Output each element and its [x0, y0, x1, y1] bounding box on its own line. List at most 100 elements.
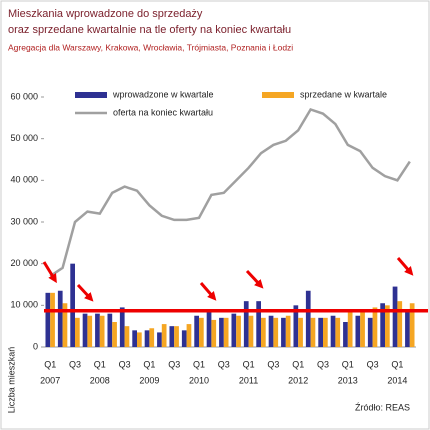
bar	[372, 307, 378, 347]
bar	[199, 317, 204, 347]
y-tick-label: 0	[33, 341, 38, 351]
bar	[310, 317, 316, 347]
bar	[405, 309, 410, 347]
y-tick-label: 40 000	[10, 175, 38, 185]
legend-label: oferta na koniec kwartału	[113, 107, 213, 117]
bar	[392, 286, 398, 347]
bar	[169, 326, 175, 347]
year-label: 2012	[288, 375, 308, 385]
year-label: 2011	[239, 375, 258, 385]
bar	[186, 324, 192, 347]
bar	[124, 326, 130, 347]
y-axis-label: Liczba mieszkań	[6, 347, 16, 414]
x-tick-label: Q3	[119, 359, 131, 369]
chart-subtitle: Agregacja dla Warszawy, Krakowa, Wrocław…	[8, 42, 293, 52]
bar	[343, 322, 348, 347]
bar	[293, 305, 299, 347]
bar	[157, 332, 162, 347]
bar	[305, 290, 311, 347]
source: Źródło: REAS	[355, 402, 410, 412]
bar	[285, 315, 291, 347]
bar	[144, 330, 150, 347]
x-tick-label: Q1	[342, 359, 354, 369]
x-tick-label: Q1	[391, 359, 403, 369]
x-tick-label: Q1	[44, 359, 56, 369]
y-tick-label: 60 000	[10, 91, 38, 101]
year-label: 2010	[189, 375, 209, 385]
year-label: 2014	[387, 375, 407, 385]
bar	[243, 301, 249, 347]
bar	[62, 303, 68, 347]
bar	[409, 303, 415, 347]
x-tick-label: Q3	[317, 359, 329, 369]
bar	[261, 317, 266, 347]
y-tick-label: 20 000	[10, 258, 38, 268]
bar	[149, 328, 155, 347]
legend-swatch	[75, 92, 107, 98]
bar	[87, 315, 93, 347]
annotation-arrows	[42, 257, 414, 302]
chart-title: oraz sprzedane kwartalnie na tle oferty …	[8, 24, 291, 36]
legend-swatch	[262, 92, 294, 98]
x-tick-label: Q1	[143, 359, 155, 369]
bar	[70, 263, 75, 347]
bar	[248, 315, 254, 347]
bar	[397, 301, 403, 347]
bar	[99, 315, 105, 347]
year-label: 2013	[338, 375, 358, 385]
bar	[360, 309, 365, 347]
year-label: 2008	[90, 375, 110, 385]
bar	[112, 322, 117, 347]
x-tick-label: Q1	[94, 359, 106, 369]
x-tick-label: Q3	[69, 359, 81, 369]
bar	[219, 317, 224, 347]
bar	[236, 315, 241, 347]
chart-title: Mieszkania wprowadzone do sprzedaży	[8, 8, 203, 20]
bar	[355, 315, 361, 347]
bar	[298, 317, 303, 347]
x-tick-label: Q3	[218, 359, 230, 369]
bar	[330, 315, 336, 347]
bar	[273, 317, 279, 347]
x-tick-label: Q1	[193, 359, 205, 369]
bar	[57, 290, 63, 347]
bar	[256, 301, 261, 347]
year-label: 2007	[40, 375, 60, 385]
bar	[181, 330, 187, 347]
bar	[194, 315, 199, 347]
x-tick-label: Q3	[168, 359, 180, 369]
year-label: 2009	[139, 375, 159, 385]
bar	[161, 324, 167, 347]
y-tick-label: 30 000	[10, 216, 38, 226]
bar	[206, 311, 212, 347]
bar	[323, 317, 328, 347]
bar	[107, 313, 113, 347]
bar	[231, 313, 237, 347]
bar	[268, 315, 274, 347]
bar	[281, 317, 286, 347]
bar	[367, 317, 373, 347]
bar	[95, 313, 100, 347]
x-tick-label: Q1	[292, 359, 304, 369]
bar	[385, 305, 390, 347]
x-tick-label: Q1	[243, 359, 255, 369]
y-tick-label: 10 000	[10, 300, 38, 310]
bar	[347, 311, 353, 347]
bar	[45, 292, 51, 347]
legend-label: sprzedane w kwartale	[300, 89, 387, 99]
bar	[335, 317, 341, 347]
bar	[75, 317, 80, 347]
bar	[380, 303, 385, 347]
bar	[119, 307, 125, 347]
y-tick-label: 50 000	[10, 133, 38, 143]
bar	[223, 317, 229, 347]
legend-label: wprowadzone w kwartale	[112, 89, 214, 99]
bar	[132, 330, 137, 347]
x-tick-label: Q3	[367, 359, 379, 369]
x-tick-label: Q3	[267, 359, 279, 369]
bar	[174, 326, 179, 347]
bar	[318, 317, 323, 347]
bar	[137, 332, 142, 347]
